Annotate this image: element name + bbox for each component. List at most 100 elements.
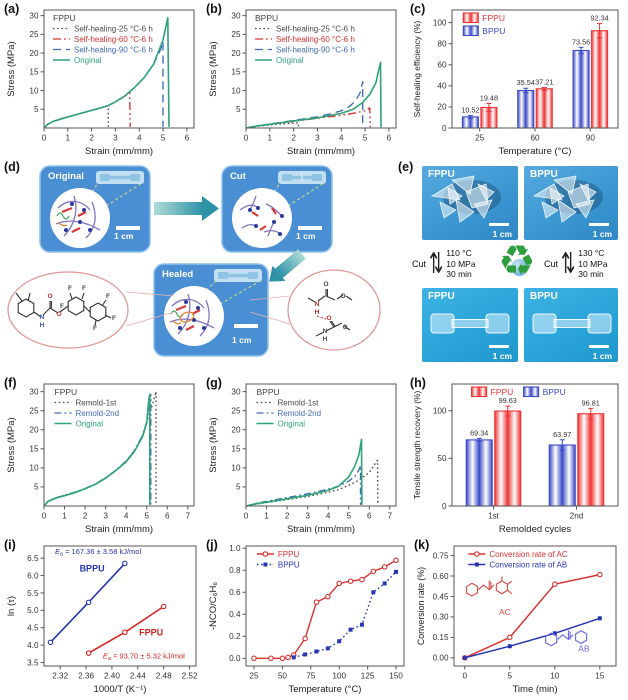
crumpled-film-art	[430, 175, 501, 223]
legend-label: Self-healing-90 °C-6 h	[74, 45, 153, 54]
original-box-label: Original	[48, 171, 84, 182]
x-axis-label: Strain (mm/mm)	[287, 146, 355, 157]
scale-label: 1 cm	[592, 229, 612, 239]
condition-line: 30 min	[578, 269, 604, 280]
svg-text:1: 1	[66, 134, 71, 143]
condition-line: 110 °C	[446, 248, 472, 258]
svg-text:100: 100	[332, 672, 346, 681]
legend-label: Self-healing-25 °C-6 h	[74, 24, 153, 33]
photo-bppu-crumpled: BPPU 1 cm	[524, 166, 618, 240]
panel-j-chart: 25 50 75 100 125 150 0.0 0.2 0.4 0.6 0.8 1.0 Tempera…	[206, 538, 414, 696]
svg-text:10: 10	[231, 86, 241, 95]
svg-text:2.52: 2.52	[182, 672, 198, 681]
svg-text:6: 6	[387, 134, 392, 143]
svg-text:30: 30	[29, 387, 39, 396]
remold-conditions-right: Cut ⇅ 130 °C 10 MPa 30 min	[544, 248, 608, 280]
svg-text:H: H	[323, 336, 328, 343]
svg-text:3: 3	[113, 134, 118, 143]
svg-text:50: 50	[278, 672, 288, 681]
condition-line: 130 °C	[578, 248, 605, 258]
panel-a-tag: (a)	[4, 2, 20, 16]
svg-text:N: N	[323, 328, 328, 335]
chart-svg-i: 2.32 2.36 2.40 2.44 2.48 2.52 3.5 4.0 4.5 5.0 5.5 6…	[6, 545, 198, 695]
svg-text:0: 0	[42, 134, 47, 143]
dumbbell-specimen-art	[430, 313, 510, 334]
remold-conditions-left: Cut ⇅ 110 °C 10 MPa 30 min	[412, 248, 476, 280]
legend-label: BPPU	[278, 560, 300, 569]
svg-text:5: 5	[363, 134, 368, 143]
scale-bar	[489, 344, 509, 348]
svg-text:0: 0	[442, 124, 447, 133]
svg-text:4.5: 4.5	[27, 624, 39, 633]
chart-inner-title: BPPU	[257, 387, 280, 397]
plot-frame	[43, 545, 197, 667]
crumpled-film-art	[532, 175, 603, 223]
svg-text:15: 15	[595, 672, 605, 681]
svg-text:50: 50	[437, 454, 447, 463]
panel-g-chart: 0 1 2 3 4 5 6 7 5 10 15 20 25 30 Strain (mm/mm) Stress …	[206, 376, 406, 536]
legend-label: Conversion rate of AB	[489, 560, 567, 569]
photo-fppu-remolded: FPPU 1 cm	[422, 288, 518, 362]
photo-label: BPPU	[530, 169, 558, 180]
y-axis-label: Tensile strength recovery (%)	[412, 391, 422, 500]
svg-text:F: F	[82, 285, 86, 292]
svg-text:90: 90	[586, 134, 596, 143]
panel-i: (i) 2.32 2.36 2.40 2.44 2.48 2.52 3.5 4.0 4.5 5.0…	[4, 538, 206, 696]
chart-svg-c: 10.52 35.54 73.56 19.48 37.21 92.34 25 60 90 0 20 4…	[412, 9, 619, 157]
chart-inner-title: FPPU	[53, 13, 76, 23]
chemical-structure-glyph	[465, 576, 513, 597]
plot-frame	[245, 9, 397, 129]
svg-text:25: 25	[29, 30, 39, 39]
svg-text:0.0: 0.0	[229, 654, 241, 663]
legend-label: Remold-2nd	[278, 409, 322, 418]
x-axis-label: Remolded cycles	[499, 524, 572, 535]
svg-text:60: 60	[530, 134, 540, 143]
legend-label: Original	[276, 56, 304, 65]
legend-label: Self-healing-25 °C-6 h	[276, 24, 355, 33]
series-line	[254, 559, 397, 659]
svg-text:4.0: 4.0	[27, 641, 39, 650]
svg-text:15: 15	[29, 445, 39, 454]
svg-text:100: 100	[433, 406, 447, 415]
scale-label: 1 cm	[592, 351, 612, 361]
bar	[494, 410, 522, 507]
plot-frame	[43, 9, 195, 129]
series-line	[43, 16, 170, 129]
x-axis-label: Temperature (°C)	[499, 146, 572, 157]
svg-text:10: 10	[29, 464, 39, 473]
svg-text:1: 1	[62, 512, 67, 521]
chart-svg-j: 25 50 75 100 125 150 0.0 0.2 0.4 0.6 0.8 1.0 Tempera…	[208, 544, 405, 695]
svg-text:0.60: 0.60	[433, 572, 449, 581]
svg-text:H: H	[40, 322, 45, 329]
legend-label: Remold-2nd	[76, 409, 120, 418]
bar	[572, 49, 590, 129]
svg-text:5: 5	[144, 512, 149, 521]
svg-text:6: 6	[367, 512, 372, 521]
chart-svg-k: 0 5 10 15 0.00 0.15 0.30 0.45 0.60 0.75 Time (min)…	[416, 545, 617, 695]
condition-line: 10 MPa	[446, 258, 476, 269]
svg-text:7: 7	[186, 512, 191, 521]
panel-c-tag: (c)	[410, 2, 426, 16]
panel-g-tag: (g)	[206, 376, 222, 390]
svg-text:10: 10	[231, 464, 241, 473]
plot-frame	[43, 383, 195, 507]
series-line	[464, 573, 600, 659]
series-line	[245, 61, 382, 129]
svg-text:6: 6	[165, 512, 170, 521]
panel-a: (a) 0 1 2 3 4 5 6 5 10 15 20 25 30 Strain (mm/mm) Stre…	[4, 2, 204, 158]
y-axis-label: Stress (MPa)	[6, 417, 17, 472]
panel-e-tag: (e)	[398, 160, 414, 174]
panel-j: (j) 25 50 75 100 125 150 0.0 0.2 0.4 0.6 0.8 1.0 Tem…	[206, 538, 414, 696]
svg-text:30: 30	[231, 387, 241, 396]
chart-inner-title: BPPU	[255, 13, 278, 23]
legend-label: FPPU	[278, 550, 300, 559]
photo-bppu-remolded: BPPU 1 cm	[524, 288, 618, 362]
x-axis-label: Strain (mm/mm)	[85, 524, 153, 535]
svg-text:25: 25	[29, 406, 39, 415]
photo-label: FPPU	[428, 169, 455, 180]
panel-a-chart: 0 1 2 3 4 5 6 5 10 15 20 25 30 Strain (mm/mm) Stress (…	[4, 2, 204, 158]
svg-text:F: F	[93, 325, 97, 332]
svg-text:20: 20	[437, 103, 447, 112]
scale-label: 1 cm	[114, 231, 134, 241]
